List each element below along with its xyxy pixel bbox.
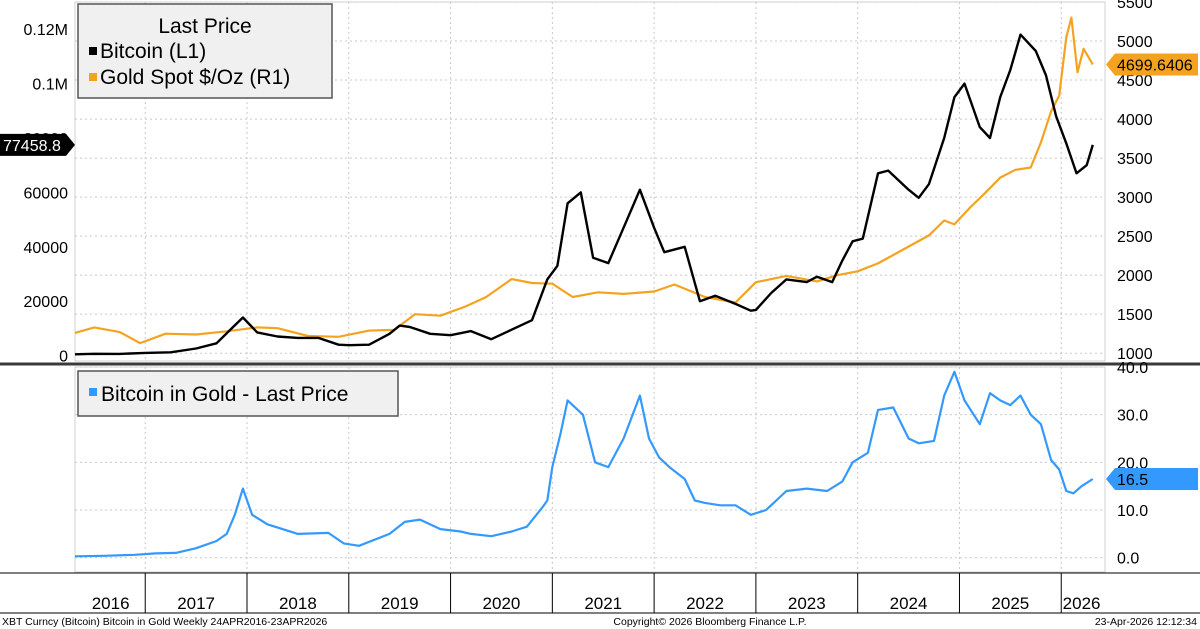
footer-right: 23-Apr-2026 12:12:34 [1095, 616, 1197, 628]
tag-shape [1106, 468, 1198, 491]
y-right-tick-label: 3500 [1117, 151, 1153, 168]
legend-box [77, 3, 333, 99]
legend-label-ratio: Bitcoin in Gold - Last Price [101, 383, 348, 406]
x-axis-year-label: 2020 [483, 594, 521, 613]
x-axis-year-label: 2017 [177, 594, 215, 613]
tag-label: 77458.8 [3, 138, 61, 155]
y-bottom-tick-label: 30.0 [1117, 408, 1148, 425]
y-bottom-tick-label: 0.0 [1117, 551, 1139, 568]
y-bottom-tick-label: 10.0 [1117, 503, 1148, 520]
y-right-ticks: 1000 1500 2000 2500 3000 3500 4000 4500 5000 5500 [1117, 0, 1153, 363]
x-axis-year-label: 2019 [381, 594, 419, 613]
bottom-legend: Bitcoin in Gold - Last Price [77, 370, 399, 417]
y-left-tick-label: 0.12M [24, 22, 68, 39]
y-left-tick-label: 60000 [24, 185, 69, 202]
y-right-tick-label: 5500 [1117, 0, 1153, 12]
legend-label-gold: Gold Spot $/Oz (R1) [100, 66, 290, 89]
tag-shape [1106, 53, 1198, 76]
x-axis-year-label: 2018 [279, 594, 317, 613]
tag-label: 4699.6406 [1117, 57, 1193, 74]
x-axis-year-label: 2026 [1063, 594, 1101, 613]
y-right-tick-label: 2500 [1117, 229, 1153, 246]
tag-label: 16.5 [1117, 472, 1148, 489]
x-axis-year-label: 2023 [788, 594, 826, 613]
last-value-tag-ratio: 16.5 [1106, 468, 1198, 491]
legend-swatch-gold [89, 73, 97, 81]
y-right-tick-label: 1500 [1117, 307, 1153, 324]
y-left-tick-label: 20000 [24, 294, 69, 311]
legend-label-bitcoin: Bitcoin (L1) [100, 40, 206, 63]
y-right-tick-label: 1000 [1117, 346, 1153, 363]
y-bottom-ticks: 0.010.020.030.040.0 [1117, 360, 1148, 568]
x-axis-year-label: 2024 [890, 594, 928, 613]
x-axis-year-label: 2021 [584, 594, 622, 613]
legend-swatch-bitcoin [89, 47, 97, 55]
y-right-tick-label: 3000 [1117, 190, 1153, 207]
y-right-tick-label: 5000 [1117, 34, 1153, 51]
legend-title: Last Price [158, 15, 251, 38]
ratio-series-line [74, 370, 1094, 558]
y-right-tick-label: 4500 [1117, 73, 1153, 90]
bitcoin-series-line [74, 33, 1094, 356]
last-value-tag-bitcoin: 77458.8 [0, 133, 75, 156]
footer-left: XBT Curncy (Bitcoin) Bitcoin in Gold Wee… [2, 616, 327, 628]
footer-center: Copyright© 2026 Bloomberg Finance L.P. [613, 616, 806, 628]
y-right-tick-label: 2000 [1117, 268, 1153, 285]
y-left-tick-label: 40000 [24, 240, 69, 257]
gold-series-line [74, 16, 1094, 345]
y-bottom-tick-label: 40.0 [1117, 360, 1148, 377]
tag-shape [0, 133, 75, 156]
last-value-tag-gold: 4699.6406 [1106, 53, 1198, 76]
y-right-tick-label: 4000 [1117, 112, 1153, 129]
x-axis-year-label: 2016 [92, 594, 130, 613]
legend-swatch-ratio [89, 388, 97, 396]
y-left-tick-label: 0 [59, 349, 68, 366]
x-axis-year-label: 2025 [991, 594, 1029, 613]
x-axis-year-label: 2022 [686, 594, 724, 613]
legend-box [77, 370, 399, 417]
x-axis-labels: 2016 2017 2018 2019 2020 2021 2022 2023 2024 2025… [92, 594, 1101, 613]
y-left-tick-label: 0.1M [32, 77, 68, 94]
